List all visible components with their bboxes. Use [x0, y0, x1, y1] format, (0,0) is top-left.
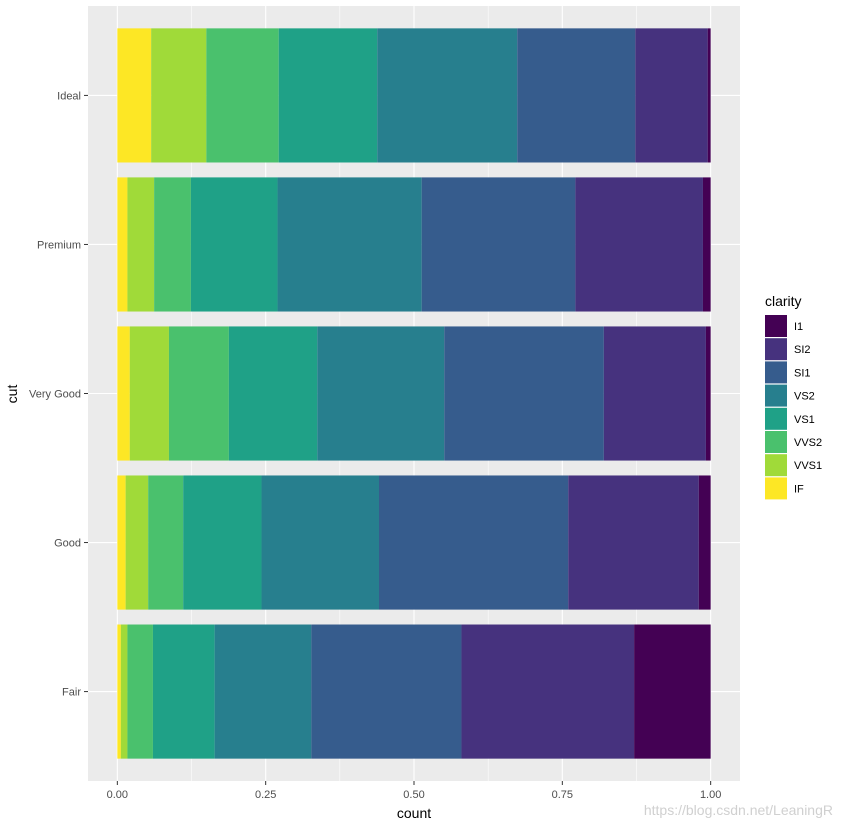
bar-segment: [117, 624, 121, 759]
bar-segment: [151, 28, 207, 163]
x-tick-label: 0.50: [403, 789, 424, 801]
bar-segment: [603, 326, 706, 461]
bar-segment: [206, 28, 279, 163]
bar-segment: [702, 177, 711, 312]
bar-segment: [154, 177, 191, 312]
legend-label: SI1: [794, 367, 811, 379]
bar-segment: [707, 28, 711, 163]
legend-key: [765, 315, 787, 337]
bar-segment: [148, 475, 184, 610]
legend-label: I1: [794, 321, 803, 333]
x-tick-label: 1.00: [700, 789, 721, 801]
bar-segment: [278, 28, 378, 163]
bar-segment: [261, 475, 379, 610]
legend-label: VS1: [794, 414, 815, 426]
bar-segment: [517, 28, 636, 163]
watermark: https://blog.csdn.net/LeaningR: [644, 802, 833, 818]
bar-segment: [634, 624, 711, 759]
bar-segment: [568, 475, 699, 610]
legend-label: VVS1: [794, 460, 822, 472]
legend-label: VVS2: [794, 437, 822, 449]
legend-key: [765, 454, 787, 477]
bar-segment: [168, 326, 229, 461]
bar-segment: [127, 624, 153, 759]
legend-label: IF: [794, 483, 804, 495]
y-tick-label: Premium: [37, 239, 81, 251]
bar-segment: [125, 475, 149, 610]
bar-segment: [120, 624, 128, 759]
bar-segment: [228, 326, 318, 461]
bar-segment: [421, 177, 576, 312]
bar-segment: [575, 177, 703, 312]
bar-segment: [127, 177, 155, 312]
y-axis: Ideal Premium Very Good Good Fair: [29, 90, 88, 699]
x-axis: 0.00 0.25 0.50 0.75 1.00: [107, 781, 721, 801]
x-tick-label: 0.75: [552, 789, 573, 801]
bar-segment: [117, 475, 126, 610]
bar-segment: [377, 28, 518, 163]
bars: [117, 28, 711, 759]
bar-segment: [378, 475, 569, 610]
y-tick-label: Good: [54, 538, 81, 550]
legend-key: [765, 361, 787, 384]
bar-segment: [117, 177, 128, 312]
legend-key: [765, 477, 787, 500]
legend-key: [765, 431, 787, 453]
bar-segment: [183, 475, 262, 610]
legend-key: [765, 384, 787, 407]
bar-segment: [117, 326, 130, 461]
bar-segment: [461, 624, 635, 759]
bar-segment: [317, 326, 445, 461]
bar-segment: [698, 475, 711, 610]
y-tick-label: Fair: [62, 687, 81, 699]
bar-segment: [214, 624, 312, 759]
legend-title: clarity: [765, 293, 802, 309]
legend-key: [765, 338, 787, 361]
x-tick-label: 0.25: [255, 789, 276, 801]
bar-segment: [277, 177, 422, 312]
x-tick-label: 0.00: [107, 789, 128, 801]
bar-segment: [444, 326, 604, 461]
bar-segment: [311, 624, 462, 759]
x-axis-title: count: [397, 805, 431, 821]
bar-segment: [129, 326, 169, 461]
legend-label: SI2: [794, 344, 811, 356]
bar-segment: [635, 28, 708, 163]
legend: clarity I1 SI2 SI1 VS2 VS1 VVS2 VVS1 IF: [765, 293, 822, 500]
bar-segment: [705, 326, 711, 461]
y-tick-label: Ideal: [57, 90, 81, 102]
legend-label: VS2: [794, 391, 815, 403]
legend-key: [765, 407, 787, 430]
bar-segment: [152, 624, 215, 759]
y-axis-title: cut: [4, 385, 20, 404]
bar-segment: [117, 28, 152, 163]
bar-segment: [190, 177, 278, 312]
y-tick-label: Very Good: [29, 389, 81, 401]
